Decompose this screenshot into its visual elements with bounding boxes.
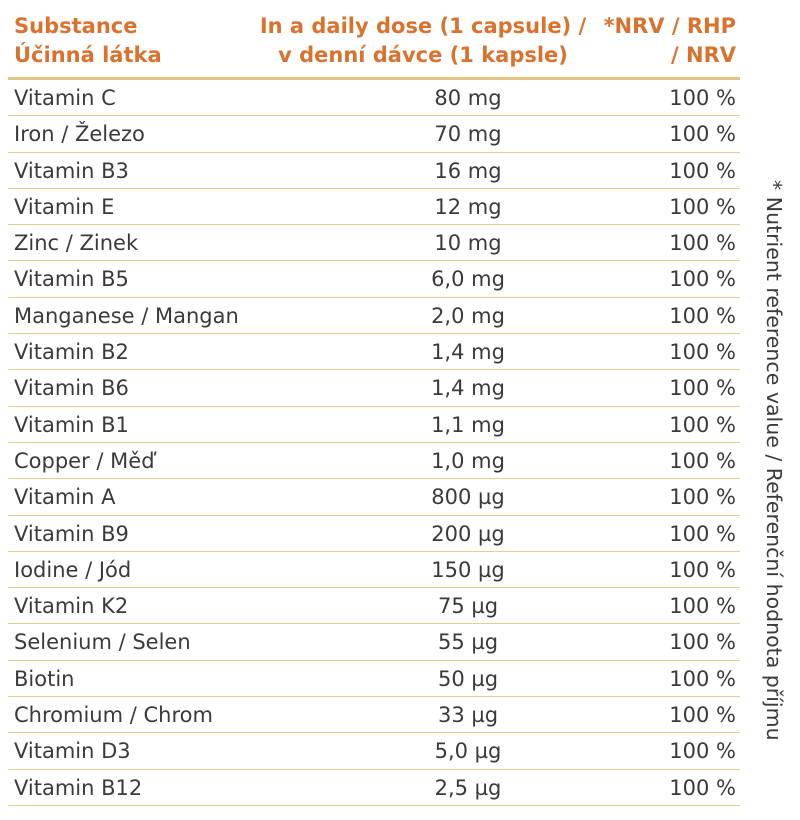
table-row: Vitamin B3 16 mg 100 % <box>8 153 740 189</box>
substance-name: Vitamin B12 <box>14 775 143 800</box>
header-nrv-line2: / NRV <box>671 43 736 67</box>
nrv-value: 100 % <box>669 703 736 728</box>
substance-name: Selenium / Selen <box>14 630 191 655</box>
table-row: Iodine / Jód 150 µg 100 % <box>8 552 740 589</box>
nrv-value: 100 % <box>669 630 736 655</box>
table-row: Vitamin C 80 mg 100 % <box>8 80 740 117</box>
dose-value: 55 µg <box>437 630 499 655</box>
dose-value: 150 µg <box>431 557 505 582</box>
nrv-value: 100 % <box>669 194 736 219</box>
header-dose-cz: v denní dávce (1 kapsle) <box>278 43 568 67</box>
dose-value: 800 µg <box>431 485 505 510</box>
table-row: Vitamin B9 200 µg 100 % <box>8 516 740 552</box>
dose-value: 33 µg <box>437 703 499 728</box>
table-row: Selenium / Selen 55 µg 100 % <box>8 624 740 661</box>
nrv-value: 100 % <box>669 521 736 546</box>
table-row: Vitamin B12 2,5 µg 100 % <box>8 770 740 806</box>
header-nrv-line1: *NRV / RHP <box>603 14 736 38</box>
dose-value: 6,0 mg <box>431 267 505 292</box>
dose-value: 1,0 mg <box>431 448 505 473</box>
substance-name: Vitamin K2 <box>14 594 129 619</box>
table-row: Vitamin K2 75 µg 100 % <box>8 588 740 625</box>
table-row: Biotin 50 µg 100 % <box>8 661 740 698</box>
nrv-value: 100 % <box>669 557 736 582</box>
table-row: Vitamin E 12 mg 100 % <box>8 189 740 226</box>
dose-value: 2,5 µg <box>434 775 502 800</box>
substance-name: Copper / Měď <box>14 448 155 473</box>
table-body: Vitamin C 80 mg 100 % Iron / Železo 70 mg 100… <box>8 80 740 806</box>
substance-name: Vitamin B2 <box>14 340 129 365</box>
header-nrv: *NRV / RHP / NRV <box>604 12 736 70</box>
dose-value: 80 mg <box>434 86 502 110</box>
nrv-value: 100 % <box>669 739 736 764</box>
nrv-value: 100 % <box>669 340 736 365</box>
table-header: Substance Účinná látka In a daily dose (… <box>8 8 740 80</box>
substance-name: Vitamin E <box>14 194 115 219</box>
dose-value: 75 µg <box>437 594 499 619</box>
nrv-value: 100 % <box>669 158 736 183</box>
dose-value: 2,0 mg <box>431 303 505 328</box>
nrv-value: 100 % <box>669 485 736 510</box>
table-row: Vitamin D3 5,0 µg 100 % <box>8 733 740 770</box>
dose-value: 1,4 mg <box>431 340 505 365</box>
nrv-value: 100 % <box>669 303 736 328</box>
substance-name: Vitamin D3 <box>14 739 131 764</box>
substance-name: Iron / Železo <box>14 122 145 147</box>
nrv-value: 100 % <box>669 231 736 256</box>
table-row: Chromium / Chrom 33 µg 100 % <box>8 697 740 734</box>
nrv-value: 100 % <box>669 122 736 147</box>
substance-name: Vitamin B6 <box>14 376 129 401</box>
table-row: Vitamin B2 1,4 mg 100 % <box>8 334 740 371</box>
dose-value: 10 mg <box>434 231 502 256</box>
dose-value: 16 mg <box>434 158 502 183</box>
substance-name: Manganese / Mangan <box>14 303 239 328</box>
nrv-value: 100 % <box>669 376 736 401</box>
dose-value: 50 µg <box>437 666 499 691</box>
substance-name: Vitamin B1 <box>14 412 129 437</box>
nutrition-table: Substance Účinná látka In a daily dose (… <box>8 8 740 806</box>
table-row: Copper / Měď 1,0 mg 100 % <box>8 443 740 480</box>
footnote: * Nutrient reference value / Referenční … <box>762 180 793 805</box>
nrv-value: 100 % <box>669 666 736 691</box>
dose-value: 70 mg <box>434 122 502 147</box>
table-row: Manganese / Mangan 2,0 mg 100 % <box>8 298 740 335</box>
dose-value: 1,1 mg <box>431 412 505 437</box>
substance-name: Biotin <box>14 666 75 691</box>
table-row: Vitamin A 800 µg 100 % <box>8 479 740 516</box>
dose-value: 12 mg <box>434 194 502 219</box>
header-substance-en: Substance <box>14 14 138 38</box>
header-substance-cz: Účinná látka <box>14 43 162 67</box>
table-row: Vitamin B1 1,1 mg 100 % <box>8 407 740 443</box>
footnote-text: * Nutrient reference value / Referenční … <box>762 180 786 741</box>
table-row: Vitamin B6 1,4 mg 100 % <box>8 370 740 407</box>
substance-name: Vitamin A <box>14 485 116 510</box>
substance-name: Chromium / Chrom <box>14 703 213 728</box>
substance-name: Vitamin B3 <box>14 158 129 183</box>
dose-value: 1,4 mg <box>431 376 505 401</box>
table-row: Iron / Železo 70 mg 100 % <box>8 116 740 153</box>
table-row: Zinc / Zinek 10 mg 100 % <box>8 225 740 262</box>
substance-name: Vitamin C <box>14 86 116 110</box>
header-dose: In a daily dose (1 capsule) / v denní dá… <box>248 12 598 70</box>
nrv-value: 100 % <box>669 594 736 619</box>
nrv-value: 100 % <box>669 448 736 473</box>
header-substance: Substance Účinná látka <box>14 12 162 70</box>
substance-name: Zinc / Zinek <box>14 231 139 256</box>
substance-name: Vitamin B5 <box>14 267 129 292</box>
header-dose-en: In a daily dose (1 capsule) / <box>259 14 587 38</box>
nrv-value: 100 % <box>669 267 736 292</box>
dose-value: 5,0 µg <box>434 739 502 764</box>
nrv-value: 100 % <box>669 86 736 110</box>
substance-name: Vitamin B9 <box>14 521 129 546</box>
substance-name: Iodine / Jód <box>14 557 132 582</box>
table-row: Vitamin B5 6,0 mg 100 % <box>8 261 740 298</box>
dose-value: 200 µg <box>431 521 505 546</box>
nrv-value: 100 % <box>669 412 736 437</box>
nrv-value: 100 % <box>669 775 736 800</box>
